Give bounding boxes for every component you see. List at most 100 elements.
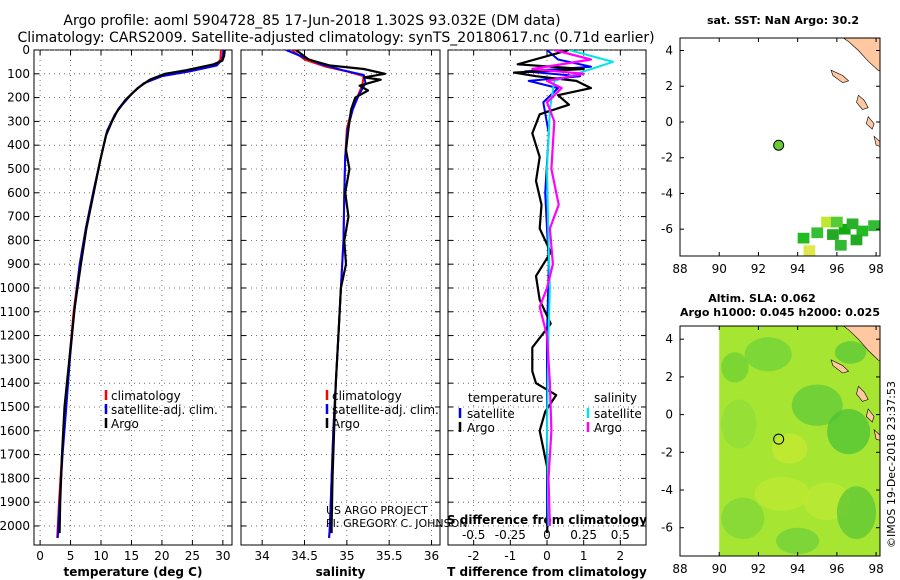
y-tick-label: 1100 (0, 305, 30, 319)
sla-blob (721, 352, 749, 383)
legend-header-salinity: salinity (594, 391, 637, 405)
x-tick-label: 0 (543, 549, 551, 563)
map-x-tick-label: 98 (868, 562, 883, 576)
y-tick-label: 800 (7, 233, 30, 247)
map-x-tick-label: 88 (672, 562, 687, 576)
map-content (773, 38, 880, 256)
y-tick-label: 500 (7, 162, 30, 176)
sst-cell (856, 225, 869, 237)
profile-location-marker (773, 139, 785, 151)
land-island (873, 135, 880, 147)
sst-cell (797, 232, 810, 244)
figure-title-line2: Climatology: CARS2009. Satellite-adjuste… (17, 30, 654, 46)
y-tick-label: 600 (7, 186, 30, 200)
x-tick-label: -1 (504, 549, 516, 563)
y-tick-label: 0 (22, 43, 30, 57)
land-island (873, 428, 880, 441)
sla-blob (827, 408, 871, 455)
map-y-tick-label: 2 (665, 370, 673, 384)
series-line-argo (295, 50, 387, 534)
land-island (856, 94, 869, 110)
legend-label: Argo (111, 417, 139, 431)
map-y-tick-label: -4 (661, 483, 673, 497)
series-group (512, 50, 614, 534)
sst-cell (803, 245, 816, 256)
map-x-tick-label: 88 (672, 262, 687, 276)
map-frame (679, 325, 881, 557)
x2-tick-label: 0.5 (611, 528, 630, 542)
panel-frame (33, 49, 233, 546)
sst-cell (834, 239, 847, 251)
sla-blob (791, 384, 843, 426)
sst-cell (846, 218, 859, 230)
profile-location-marker (773, 433, 785, 445)
map-y-tick-label: -2 (661, 445, 673, 459)
map-y-tick-label: -6 (661, 521, 673, 535)
map-subtitle: Argo h1000: 0.045 h2000: 0.025 (680, 306, 880, 319)
x-axis-label: T difference from climatology (447, 565, 647, 579)
sst-cell (830, 216, 843, 228)
sla-blob (772, 433, 808, 464)
legend-label: satellite-adj. clim. (111, 403, 218, 417)
legend-label: Argo (594, 421, 622, 435)
x-tick-label: 2 (617, 549, 625, 563)
sla-blob (754, 476, 810, 511)
map-content (719, 326, 880, 556)
x-tick-label: 35 (339, 549, 354, 563)
legend-label: satellite (594, 407, 642, 421)
x2-tick-label: 0.25 (570, 528, 597, 542)
x-tick-label: -2 (468, 549, 480, 563)
credit-pi: PI: GREGORY C. JOHNSON (326, 517, 467, 530)
map-x-tick-label: 90 (712, 562, 727, 576)
map-x-tick-label: 94 (790, 562, 805, 576)
x-tick-label: 1 (580, 549, 588, 563)
x-tick-label: 35.5 (376, 549, 403, 563)
x-tick-label: 0 (36, 549, 44, 563)
y-tick-label: 1900 (0, 495, 30, 509)
map-x-tick-label: 96 (829, 562, 844, 576)
legend-label: Argo (332, 417, 360, 431)
sla-blob (744, 337, 792, 372)
legend-label: satellite-adj. clim. (332, 403, 439, 417)
map-y-tick-label: 0 (665, 115, 673, 129)
x-tick-label: 15 (124, 549, 139, 563)
x2-tick-label: 0 (543, 528, 551, 542)
sst-cell (850, 234, 863, 246)
legend-label: Argo (467, 421, 495, 435)
y-tick-label: 1600 (0, 424, 30, 438)
map-panels: 88 90 92 94 96 98 -6 -4 -2 0 2 4 sat. SST: NaN Argo:… (661, 14, 884, 576)
land-sumatra (842, 326, 880, 362)
map-y-tick-label: 0 (665, 408, 673, 422)
series-line-salinity-argo (531, 50, 593, 527)
legend-header-temperature: temperature (468, 391, 543, 405)
legend-label: satellite (467, 407, 515, 421)
map-title: Altim. SLA: 0.062 (708, 292, 815, 305)
series-group (56, 50, 226, 538)
y-tick-label: 2000 (0, 519, 30, 533)
legend-label: climatology (332, 389, 402, 403)
sst-cell (811, 227, 824, 239)
y-tick-label: 700 (7, 210, 30, 224)
y-tick-label: 400 (7, 138, 30, 152)
credit-project: US ARGO PROJECT (326, 504, 428, 517)
profile-panels: 0 5 10 15 20 25 300100200300400500600700800900… (0, 43, 647, 579)
series-line-temperature-satellite (524, 50, 592, 526)
land-island (856, 385, 869, 402)
map-x-tick-label: 98 (868, 262, 883, 276)
sst-cell (868, 220, 880, 231)
x-tick-label: 30 (215, 549, 230, 563)
land-island (830, 69, 850, 84)
map-y-tick-label: -4 (661, 186, 673, 200)
map-x-tick-label: 96 (829, 262, 844, 276)
panel-temperature: 0 5 10 15 20 25 300100200300400500600700800900… (0, 43, 233, 579)
figure-title-line1: Argo profile: aoml 5904728_85 17-Jun-201… (63, 13, 560, 29)
map-title: sat. SST: NaN Argo: 30.2 (707, 14, 859, 27)
panel-differences: -2 -1 0 1 2 T difference from climatology -0.5… (447, 49, 647, 579)
y-tick-label: 1300 (0, 352, 30, 366)
land-island (865, 408, 875, 423)
panel-salinity: 34 34.5 35 35.5 36 salinity climatologysatelli… (240, 49, 441, 579)
land-island (830, 359, 850, 374)
map-sla_map: 88 90 92 94 96 98 -6 -4 -2 0 2 4 Altim. SLA: 0.062Ar… (661, 292, 884, 576)
